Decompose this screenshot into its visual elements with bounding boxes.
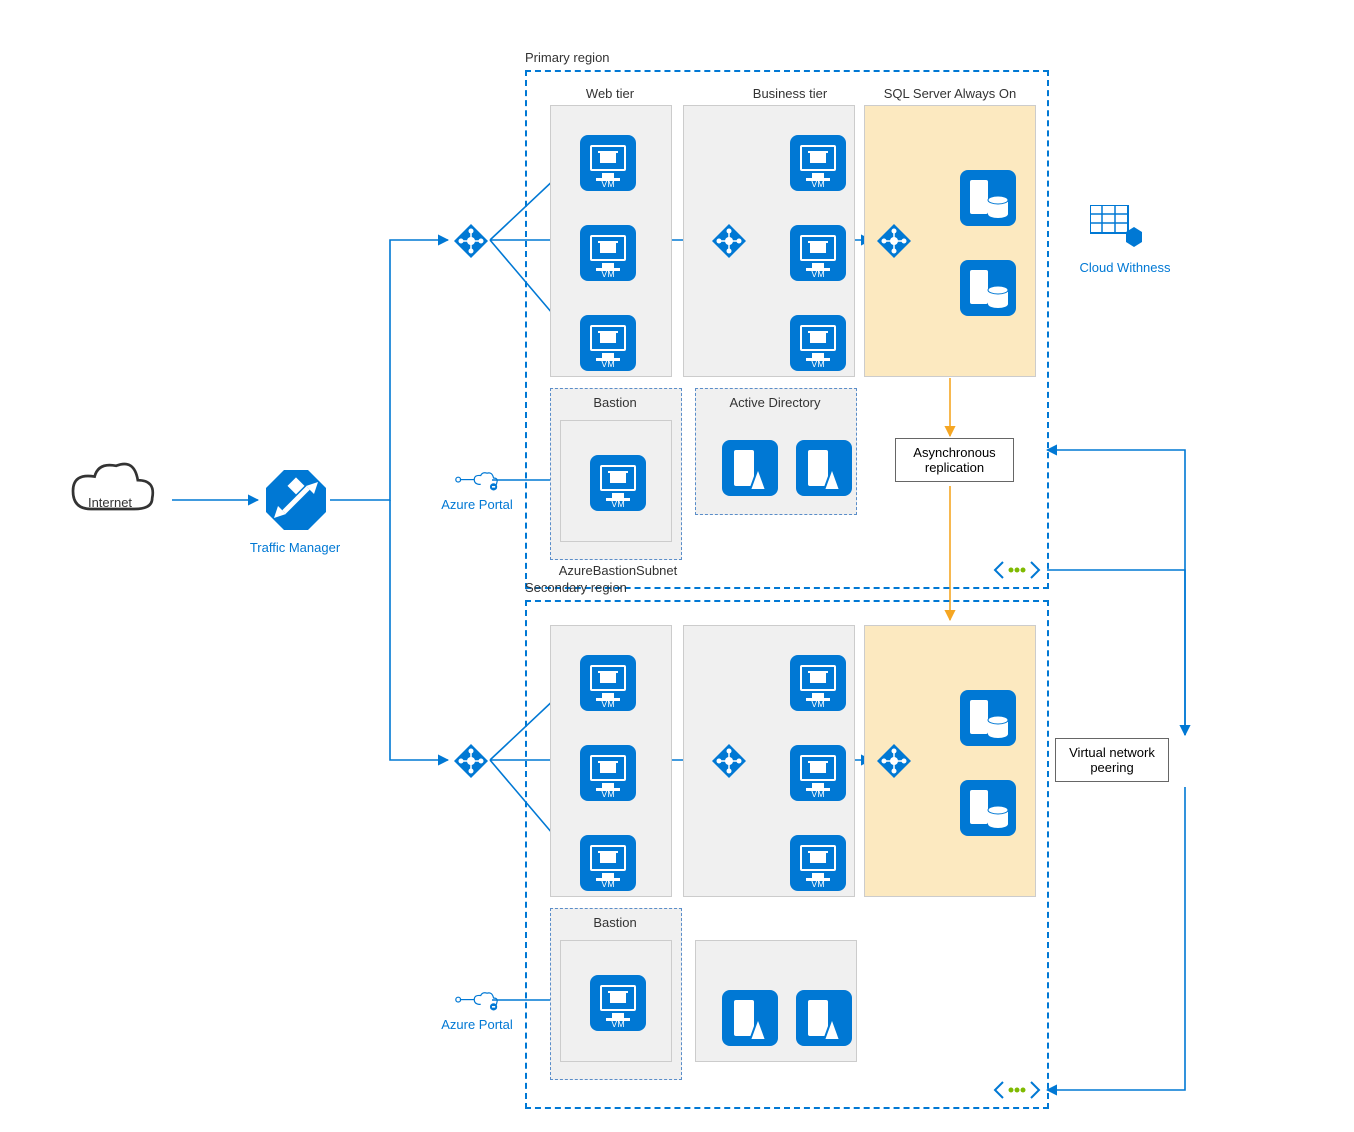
secondary-web-vm-1 — [580, 745, 636, 806]
replication-callout: Asynchronous replication — [895, 438, 1014, 482]
secondary-web-vm-0 — [580, 655, 636, 716]
traffic-manager-label: Traffic Manager — [245, 540, 345, 555]
primary-bastion-vm — [590, 455, 646, 516]
primary-ad-label: Active Directory — [695, 395, 855, 410]
primary-web-tier-label: Web tier — [550, 86, 670, 101]
secondary-sql-1 — [960, 780, 1016, 841]
primary-sql-label: SQL Server Always On — [870, 86, 1030, 101]
primary-region-label: Primary region — [525, 50, 610, 65]
secondary-sql-0 — [960, 690, 1016, 751]
primary-biz-vm-0 — [790, 135, 846, 196]
secondary-portal-label: Azure Portal — [432, 1017, 522, 1032]
secondary-biz-vm-1 — [790, 745, 846, 806]
primary-biz-vm-1 — [790, 225, 846, 286]
primary-web-vm-2 — [580, 315, 636, 376]
primary-bastion-subnet-label: AzureBastionSubnet — [548, 563, 688, 578]
primary-biz-tier-label: Business tier — [730, 86, 850, 101]
secondary-region-label: Secondary region — [525, 580, 627, 595]
primary-vnet-icon — [993, 560, 1043, 585]
secondary-bastion-vm — [590, 975, 646, 1036]
primary-bastion-label: Bastion — [550, 395, 680, 410]
secondary-vnet-icon — [993, 1080, 1043, 1105]
traffic-manager-icon — [264, 468, 328, 537]
secondary-biz-vm-0 — [790, 655, 846, 716]
primary-ad-0 — [722, 440, 778, 501]
secondary-lb3 — [877, 744, 911, 783]
primary-biz-vm-2 — [790, 315, 846, 376]
secondary-ad-1 — [796, 990, 852, 1051]
secondary-lb1 — [454, 744, 488, 783]
vnet-peering-callout: Virtual network peering — [1055, 738, 1169, 782]
primary-web-vm-0 — [580, 135, 636, 196]
primary-lb2 — [712, 224, 746, 263]
primary-ad-1 — [796, 440, 852, 501]
primary-lb1 — [454, 224, 488, 263]
secondary-web-vm-2 — [580, 835, 636, 896]
secondary-bastion-label: Bastion — [550, 915, 680, 930]
internet-label: Internet — [75, 495, 145, 510]
primary-lb3 — [877, 224, 911, 263]
primary-sql-0 — [960, 170, 1016, 231]
primary-portal-label: Azure Portal — [432, 497, 522, 512]
cloud-witness-label: Cloud Withness — [1070, 260, 1180, 275]
primary-sql-1 — [960, 260, 1016, 321]
primary-web-vm-1 — [580, 225, 636, 286]
secondary-lb2 — [712, 744, 746, 783]
secondary-biz-vm-2 — [790, 835, 846, 896]
secondary-ad-0 — [722, 990, 778, 1051]
